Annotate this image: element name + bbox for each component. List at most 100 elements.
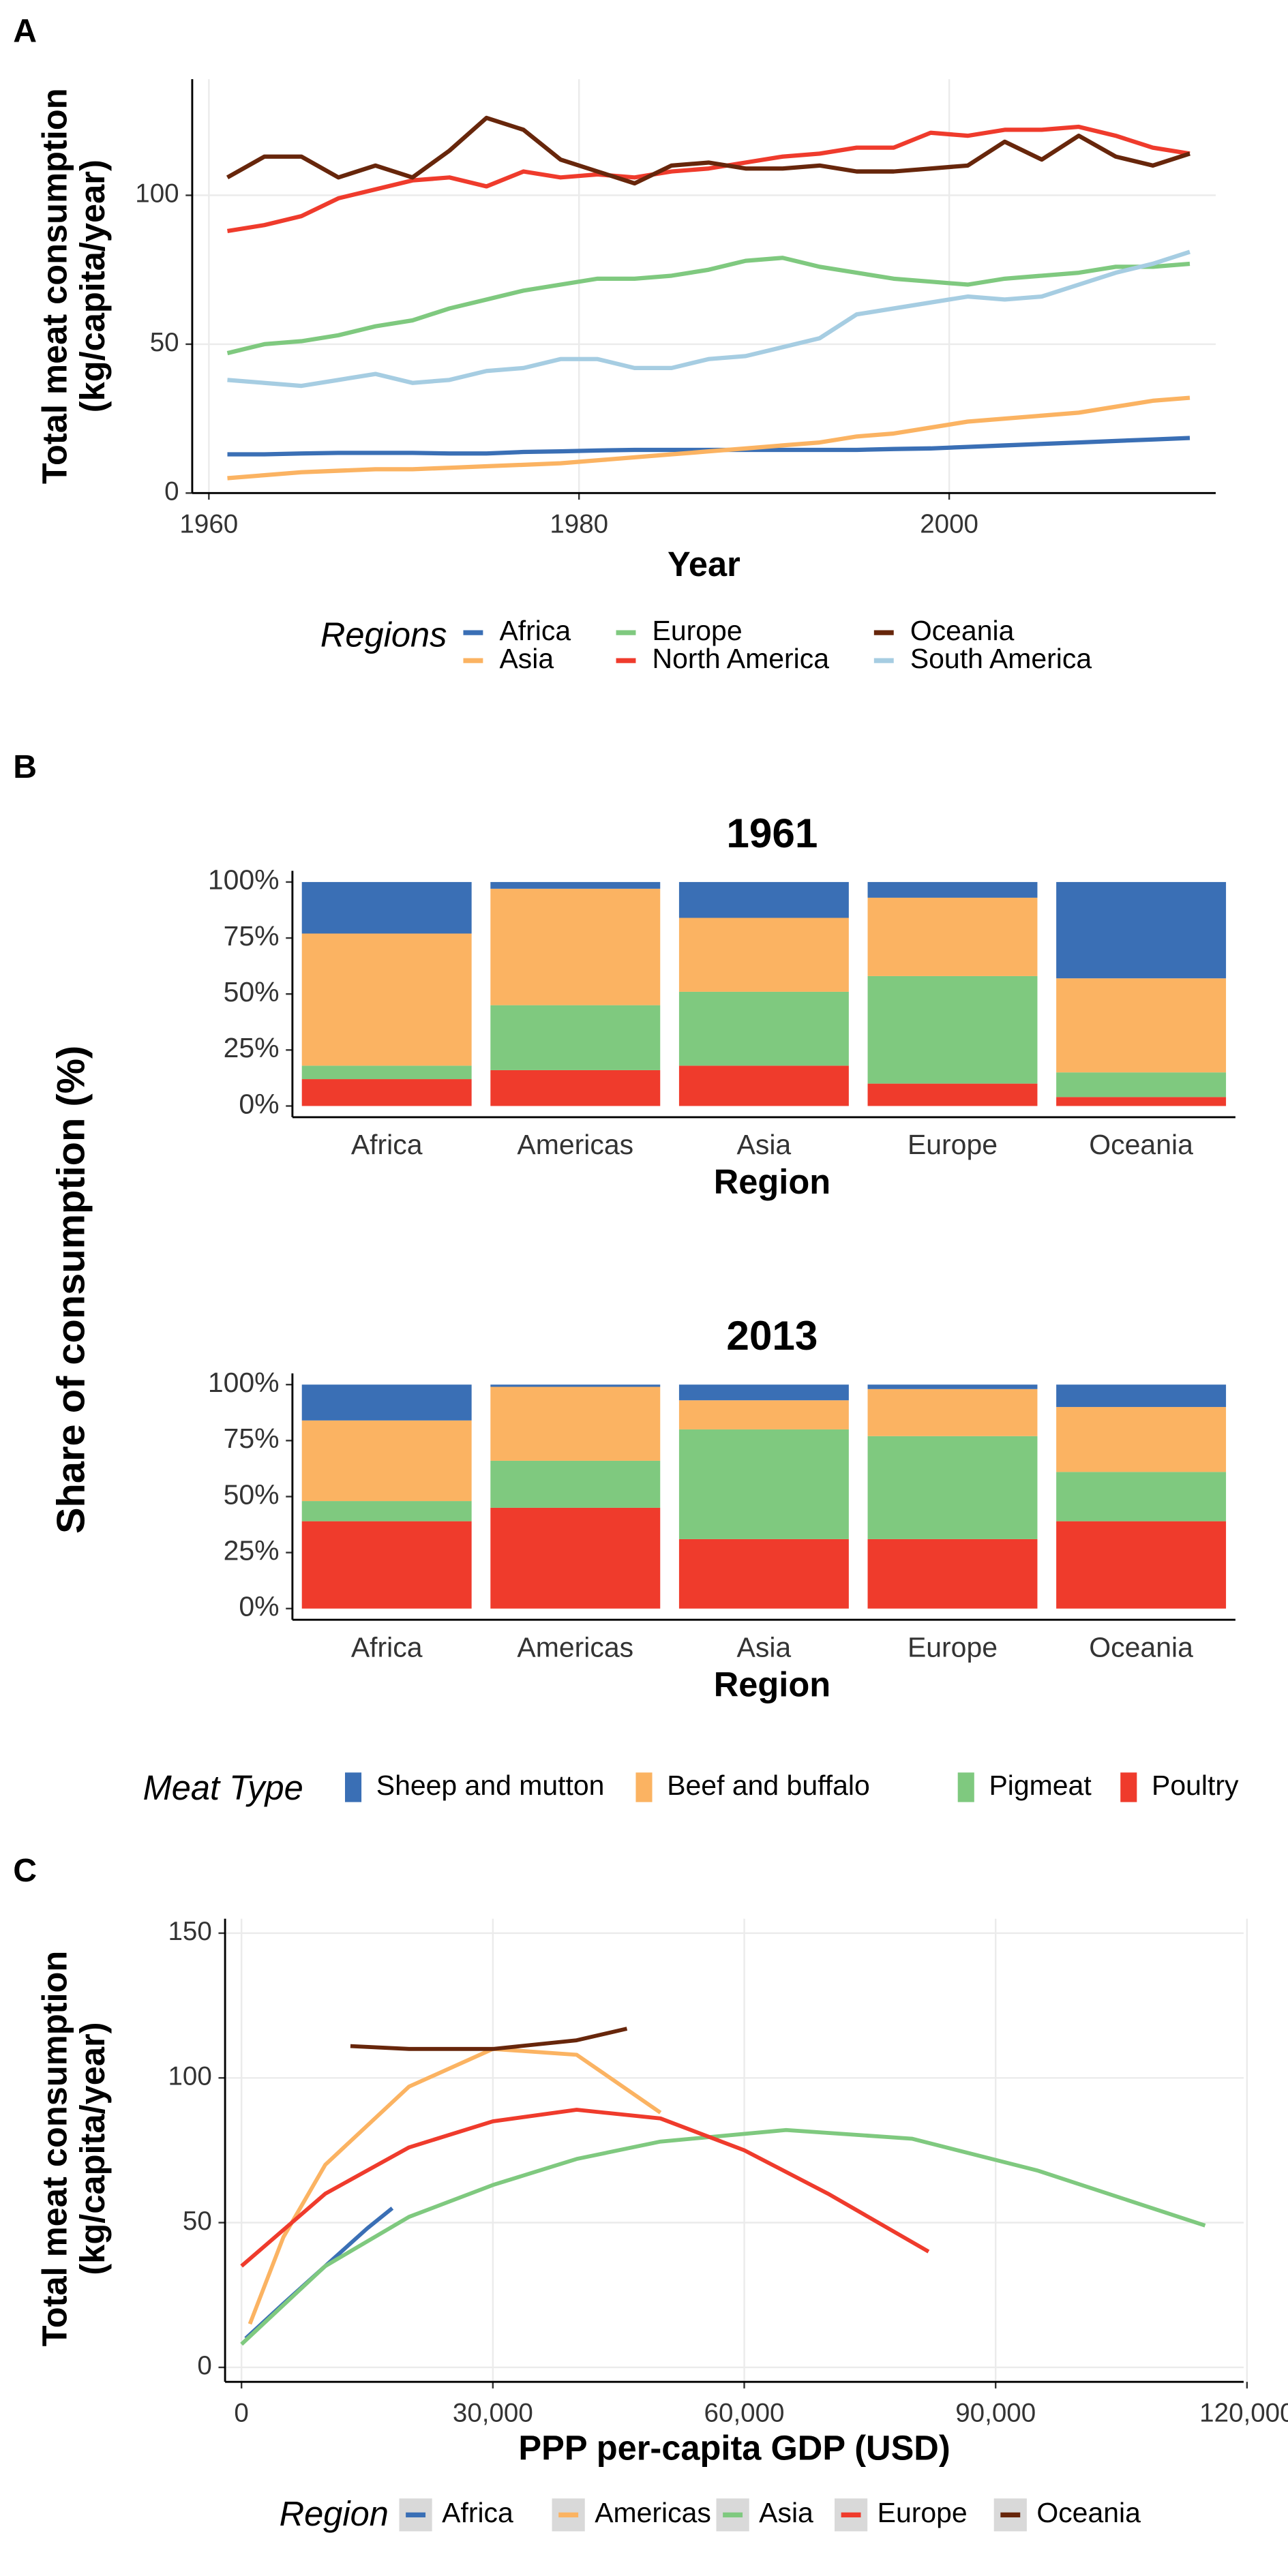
x-tick-label: 30,000 — [453, 2399, 533, 2428]
bar-segment — [301, 881, 472, 934]
legend-label: Europe — [878, 2497, 968, 2528]
y-tick-label: 0% — [239, 1591, 279, 1622]
legend-label: Poultry — [1152, 1770, 1239, 1801]
bar-segment — [1056, 1472, 1227, 1521]
x-tick-label: 1960 — [179, 510, 238, 539]
bar-segment — [678, 1539, 849, 1609]
bar-segment — [490, 1460, 661, 1508]
y-axis-title: (kg/capita/year) — [73, 160, 112, 412]
bar-segment — [678, 991, 849, 1066]
series-line — [226, 115, 1190, 186]
bar-segment — [301, 1384, 472, 1421]
series-line — [240, 2127, 1206, 2346]
bar-segment — [867, 881, 1038, 898]
legend-label: Pigmeat — [989, 1770, 1092, 1801]
x-tick-label: Europe — [908, 1129, 998, 1160]
legend-label: Oceania — [910, 615, 1015, 646]
legend-label: North America — [653, 643, 830, 674]
y-tick-label: 100% — [208, 1367, 280, 1398]
legend-label: Asia — [759, 2497, 813, 2528]
x-tick-label: 120,000 — [1199, 2399, 1288, 2428]
x-axis-title: PPP per-capita GDP (USD) — [518, 2429, 950, 2468]
bar-segment — [490, 881, 661, 889]
y-axis-title: Share of consumption (%) — [50, 1046, 93, 1534]
bar-segment — [678, 1429, 849, 1539]
bar-segment — [678, 918, 849, 992]
bar-segment — [867, 1436, 1038, 1539]
bar-segment — [867, 975, 1038, 1084]
y-tick-label: 100% — [208, 864, 280, 896]
panel-label: B — [13, 748, 37, 785]
legend-label: Sheep and mutton — [376, 1770, 605, 1801]
y-tick-label: 50 — [183, 2207, 212, 2236]
bar-segment — [301, 1079, 472, 1106]
legend-title: Region — [280, 2494, 389, 2533]
bar-segment — [678, 1065, 849, 1106]
y-tick-label: 50% — [224, 976, 280, 1007]
y-axis-title: (kg/capita/year) — [73, 2022, 112, 2275]
x-axis-title: Region — [714, 1162, 830, 1201]
legend-label: Beef and buffalo — [667, 1770, 870, 1801]
series-line — [226, 256, 1190, 356]
bar-segment — [301, 933, 472, 1066]
legend-label: Americas — [595, 2497, 711, 2528]
legend-key — [344, 1772, 362, 1802]
x-tick-label: Europe — [908, 1631, 998, 1663]
series-line — [227, 395, 1190, 481]
y-tick-label: 50 — [150, 328, 179, 357]
y-tick-label: 50% — [224, 1479, 280, 1510]
x-tick-label: Oceania — [1089, 1631, 1193, 1663]
bar-segment — [490, 1005, 661, 1070]
legend-label: Oceania — [1036, 2497, 1141, 2528]
bar-segment — [1056, 1097, 1227, 1106]
x-tick-label: Oceania — [1089, 1129, 1193, 1160]
bar-segment — [867, 1083, 1038, 1106]
legend-label: Africa — [442, 2497, 513, 2528]
bar-segment — [678, 1384, 849, 1401]
y-tick-label: 0% — [239, 1088, 279, 1119]
y-axis-title: Total meat consumption — [35, 1951, 74, 2347]
x-tick-label: Asia — [737, 1129, 792, 1160]
bar-segment — [301, 1065, 472, 1080]
bar-segment — [1056, 978, 1227, 1073]
x-tick-label: Americas — [517, 1631, 633, 1663]
y-tick-label: 25% — [224, 1534, 280, 1566]
bar-segment — [1056, 1072, 1227, 1097]
bar-segment — [490, 888, 661, 1005]
bar-segment — [490, 1070, 661, 1106]
y-tick-label: 25% — [224, 1032, 280, 1063]
bar-segment — [678, 1400, 849, 1429]
y-tick-label: 0 — [164, 477, 179, 506]
series-line — [226, 124, 1190, 234]
x-tick-label: Africa — [351, 1129, 423, 1160]
bar-segment — [1056, 881, 1227, 979]
bar-segment — [867, 1539, 1038, 1609]
x-axis-title: Year — [668, 545, 740, 584]
x-tick-label: Africa — [351, 1631, 423, 1663]
facet-title: 2013 — [726, 1312, 818, 1359]
bar-segment — [490, 1507, 661, 1609]
series-line — [240, 2108, 930, 2268]
legend-key — [635, 1772, 653, 1802]
bar-segment — [1056, 1384, 1227, 1408]
panel-label: A — [13, 12, 37, 49]
bar-segment — [678, 881, 849, 918]
y-tick-label: 100 — [135, 179, 179, 209]
bar-segment — [490, 1384, 661, 1387]
bar-segment — [867, 1384, 1038, 1389]
x-tick-label: 60,000 — [704, 2399, 785, 2428]
legend-label: Europe — [653, 615, 743, 646]
bar-segment — [1056, 1407, 1227, 1472]
bar-segment — [301, 1501, 472, 1521]
bar-segment — [867, 897, 1038, 976]
x-tick-label: Americas — [517, 1129, 633, 1160]
panel-label: C — [13, 1852, 37, 1889]
x-axis-title: Region — [714, 1665, 830, 1703]
series-line — [350, 2027, 628, 2051]
legend-label: Africa — [499, 615, 571, 646]
bar-segment — [867, 1389, 1038, 1436]
series-line — [227, 249, 1190, 389]
x-tick-label: 90,000 — [955, 2399, 1036, 2428]
